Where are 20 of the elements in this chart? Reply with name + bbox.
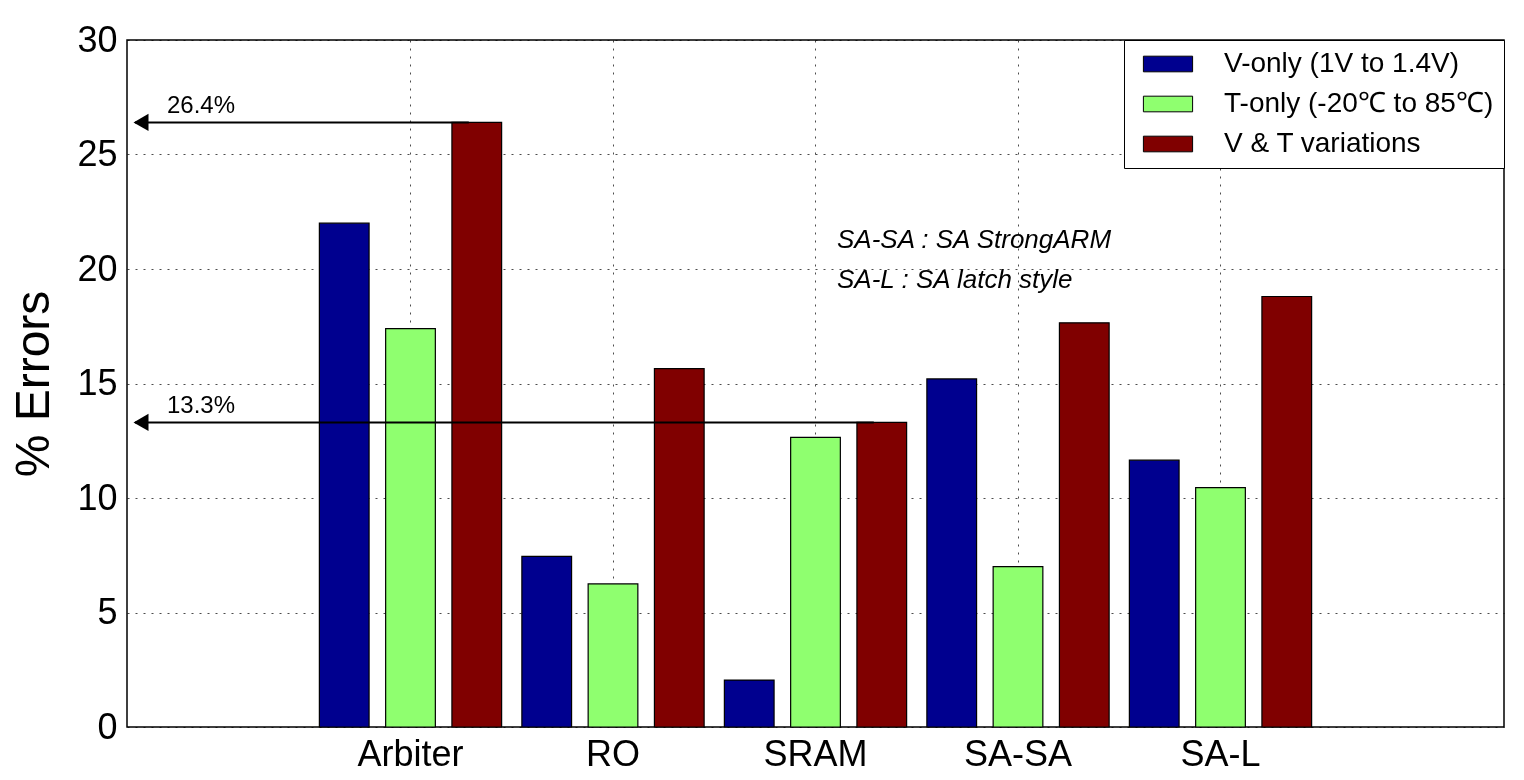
legend-label: V-only (1V to 1.4V) [1224, 47, 1460, 78]
x-tick-label: SRAM [763, 732, 868, 774]
ref-line-label: 26.4% [167, 91, 236, 119]
legend-label: T-only (-20℃ to 85℃) [1224, 87, 1494, 118]
y-tick-label: 15 [77, 362, 118, 403]
y-tick-label: 0 [97, 705, 118, 747]
y-tick-label: 10 [77, 476, 118, 518]
x-tick-label: SA-SA [963, 732, 1073, 774]
y-tick-label: 25 [77, 133, 118, 174]
x-tick-label: RO [586, 732, 640, 774]
y-tick-label: 30 [77, 18, 118, 60]
annotation: SA-SA : SA StrongARM [837, 224, 1112, 254]
x-tick-label: Arbiter [357, 732, 464, 774]
y-tick-label: 5 [97, 591, 118, 632]
y-tick-label: 20 [77, 247, 118, 289]
legend-label: V & T variations [1224, 127, 1421, 158]
x-tick-label: SA-L [1180, 732, 1261, 774]
y-axis-title: % Errors [6, 290, 60, 478]
ref-line-label: 13.3% [167, 391, 236, 419]
annotation: SA-L : SA latch style [837, 264, 1073, 294]
